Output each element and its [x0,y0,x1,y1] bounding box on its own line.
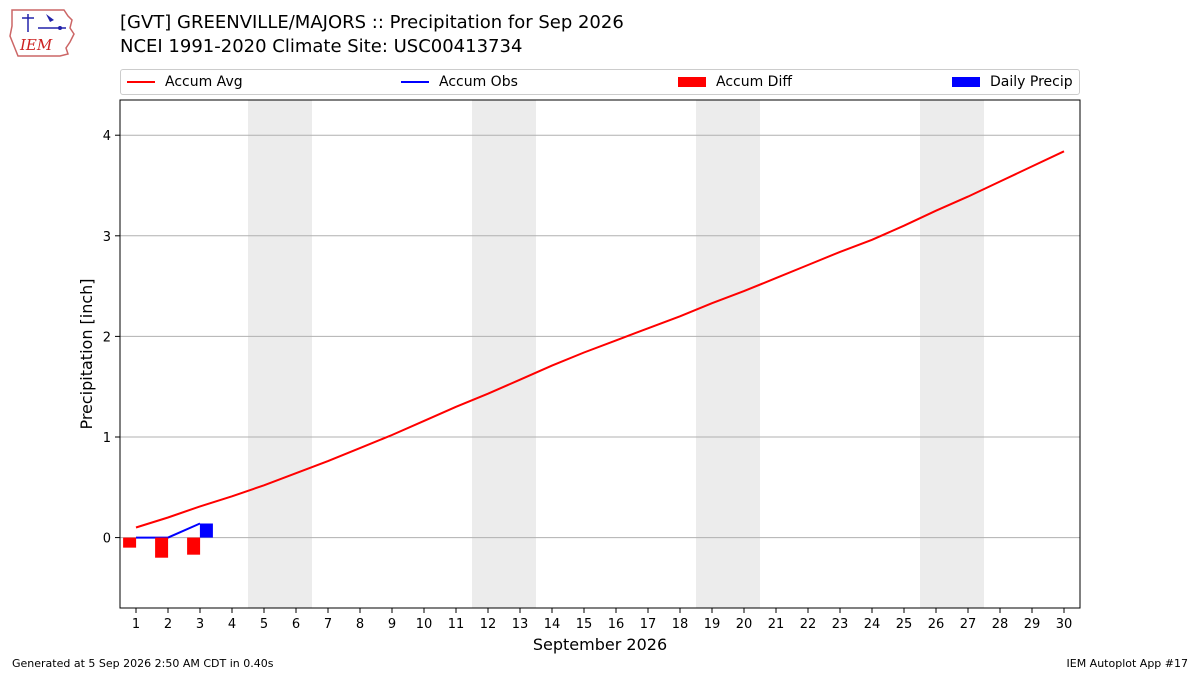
y-tick-label: 2 [103,330,111,345]
x-tick-label: 6 [292,617,300,632]
chart-subtitle: NCEI 1991-2020 Climate Site: USC00413734 [120,36,523,57]
app-credit: IEM Autoplot App #17 [1066,657,1189,670]
generated-timestamp: Generated at 5 Sep 2026 2:50 AM CDT in 0… [12,657,274,670]
y-tick-label: 3 [103,230,111,245]
x-tick-label: 3 [196,617,204,632]
weekend-shade [472,100,536,608]
x-tick-label: 8 [356,617,364,632]
weekend-shade [248,100,312,608]
x-tick-label: 28 [992,617,1009,632]
x-tick-label: 23 [832,617,849,632]
x-tick-label: 21 [768,617,785,632]
bar-accum-diff [123,537,137,548]
x-tick-label: 27 [960,617,977,632]
x-tick-label: 9 [388,617,396,632]
x-tick-label: 12 [480,617,497,632]
legend-label-accum-diff: Accum Diff [716,74,793,90]
x-tick-label: 29 [1024,617,1041,632]
x-tick-label: 14 [544,617,561,632]
legend-item-daily-precip: Daily Precip [952,70,1073,94]
x-tick-label: 1 [132,617,140,632]
x-tick-label: 11 [448,617,465,632]
legend-swatch-daily-precip [952,77,980,87]
bar-accum-diff [155,537,169,558]
x-tick-label: 20 [736,617,753,632]
legend-swatch-accum-avg [127,81,155,83]
legend-item-accum-avg: Accum Avg [127,70,243,94]
series-line-accum-obs [136,522,201,539]
iem-logo: IEM [9,9,75,57]
series-line-accum-avg [135,150,1065,529]
x-tick-label: 13 [512,617,529,632]
x-tick-label: 16 [608,617,625,632]
x-tick-label: 26 [928,617,945,632]
weekend-shade [920,100,984,608]
x-axis-label: September 2026 [533,635,667,654]
x-tick-label: 18 [672,617,689,632]
plot-frame [119,99,1081,609]
chart-title: [GVT] GREENVILLE/MAJORS :: Precipitation… [120,12,624,33]
x-tick-label: 22 [800,617,817,632]
x-tick-label: 2 [164,617,172,632]
x-tick-label: 30 [1056,617,1073,632]
x-tick-label: 24 [864,617,881,632]
legend-item-accum-obs: Accum Obs [401,70,518,94]
x-tick-label: 4 [228,617,236,632]
y-axis-label: Precipitation [inch] [77,278,96,429]
legend-swatch-accum-diff [678,77,706,87]
legend-label-accum-avg: Accum Avg [165,74,243,90]
legend-label-daily-precip: Daily Precip [990,74,1073,90]
x-tick-label: 5 [260,617,268,632]
legend-label-accum-obs: Accum Obs [439,74,518,90]
legend-swatch-accum-obs [401,81,429,83]
x-tick-label: 10 [416,617,433,632]
legend: Accum Avg Accum Obs Accum Diff Daily Pre… [120,69,1080,95]
x-tick-label: 19 [704,617,721,632]
weekend-shade [696,100,760,608]
y-tick-label: 0 [103,532,111,547]
y-tick-label: 4 [103,129,111,144]
x-tick-label: 17 [640,617,657,632]
svg-text:IEM: IEM [19,36,53,54]
legend-item-accum-diff: Accum Diff [678,70,792,94]
x-tick-label: 7 [324,617,332,632]
bar-daily-precip [199,523,213,538]
x-tick-label: 25 [896,617,913,632]
x-tick-label: 15 [576,617,593,632]
bar-accum-diff [187,537,201,555]
y-tick-label: 1 [103,431,111,446]
